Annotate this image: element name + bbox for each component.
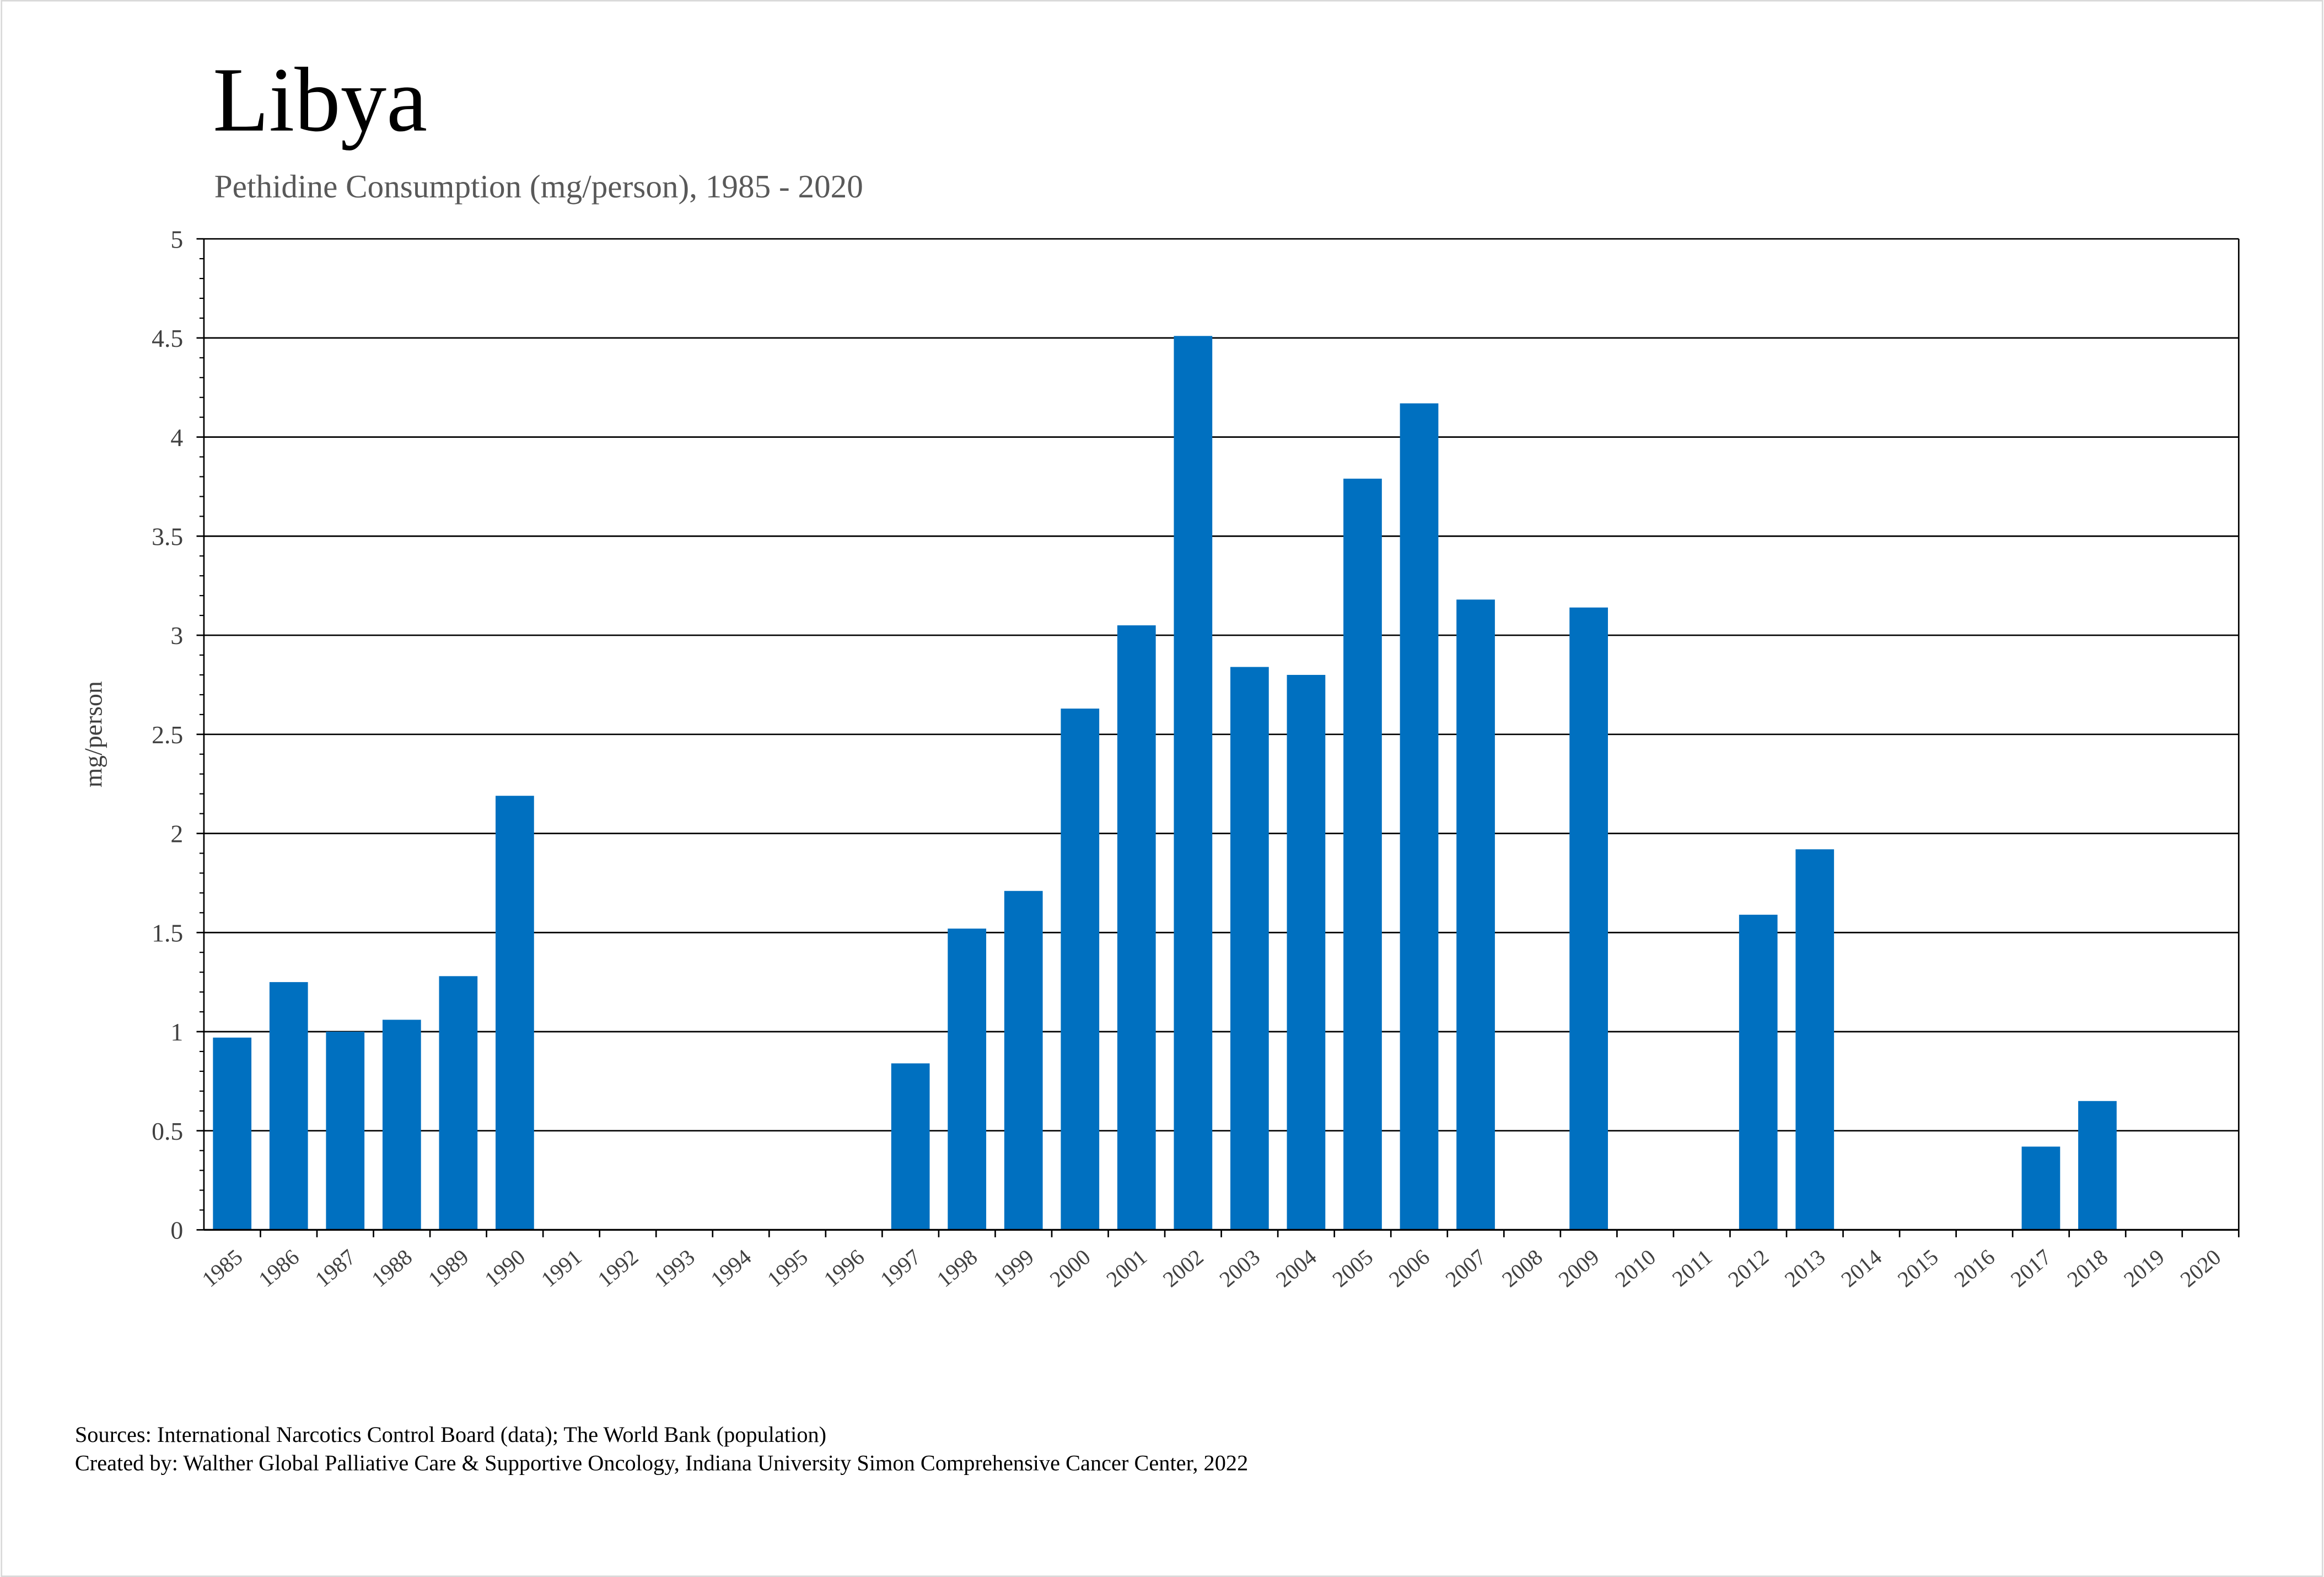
bar-1999 [1004,891,1043,1230]
bar-2001 [1117,625,1156,1230]
bar-2005 [1343,479,1382,1230]
y-axis-label: mg/person [79,681,107,787]
bar-2007 [1456,599,1495,1230]
bar-2000 [1061,709,1100,1230]
y-tick-label: 0 [170,1216,183,1245]
bars [213,336,2117,1230]
y-tick-label: 3 [170,621,183,650]
y-tick-label: 2.5 [152,721,183,749]
chart-subtitle: Pethidine Consumption (mg/person), 1985 … [214,168,863,205]
chart-title: Libya [213,49,427,151]
bar-1985 [213,1037,252,1230]
gridlines [203,238,2239,1231]
y-tick-label: 4.5 [152,324,183,352]
bar-2004 [1287,674,1326,1230]
footer-sources: Sources: International Narcotics Control… [75,1422,826,1447]
bar-2009 [1569,607,1608,1230]
footer-created-by: Created by: Walther Global Palliative Ca… [75,1450,1248,1475]
bar-2012 [1739,914,1778,1230]
bar-2018 [2078,1101,2117,1230]
bar-1989 [439,976,478,1230]
bar-1998 [948,929,987,1230]
bar-2003 [1230,667,1269,1230]
bar-1997 [891,1063,930,1230]
bar-1986 [269,982,308,1230]
bar-1990 [496,796,534,1230]
y-tick-label: 4 [170,423,183,452]
bar-2017 [2021,1146,2061,1230]
y-tick-label: 3.5 [152,522,183,550]
y-tick-label: 5 [170,225,183,253]
y-tick-label: 0.5 [152,1117,183,1145]
y-tick-label: 2 [170,820,183,848]
bar-2002 [1174,336,1213,1230]
y-tick-label: 1.5 [152,919,183,947]
bar-2006 [1400,403,1439,1230]
y-tick-label: 1 [170,1018,183,1046]
bar-2013 [1795,849,1835,1230]
bar-1987 [326,1031,365,1230]
bar-1988 [382,1020,421,1230]
